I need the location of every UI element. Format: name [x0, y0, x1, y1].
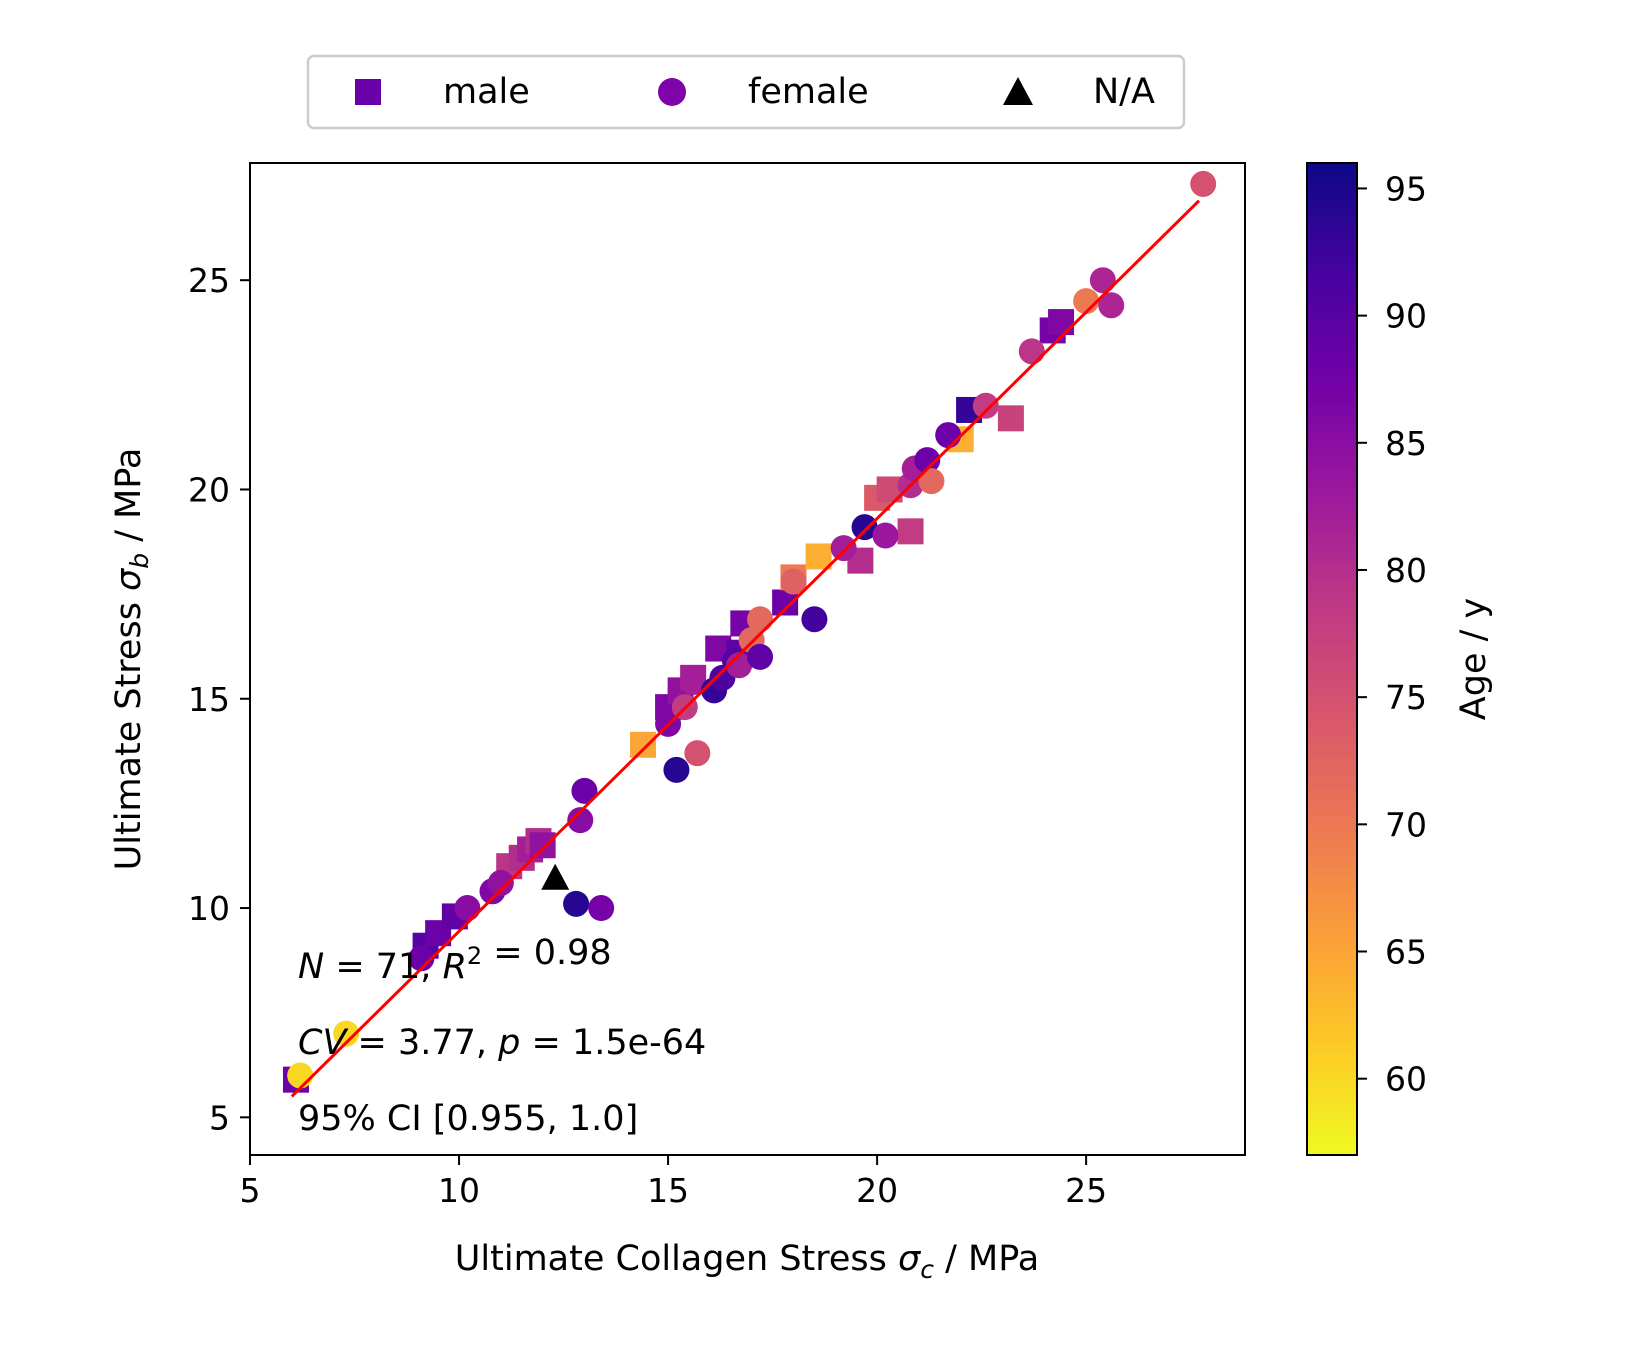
legend-label-male: male	[443, 72, 530, 112]
point-female	[914, 447, 941, 474]
colorbar-tick-label: 90	[1385, 297, 1427, 336]
point-male	[805, 543, 832, 570]
legend-label-female: female	[748, 72, 869, 112]
point-female	[830, 535, 857, 562]
point-female	[454, 895, 481, 922]
point-female	[1098, 292, 1125, 319]
annotation-n-r2: N = 71, R2 = 0.98	[298, 933, 612, 987]
legend-marker-male	[355, 79, 381, 105]
x-tick-label: 5	[240, 1171, 261, 1210]
point-female	[935, 422, 962, 449]
point-male	[1048, 309, 1075, 336]
point-female	[571, 777, 598, 804]
x-axis-label: Ultimate Collagen Stress σc / MPa	[455, 1239, 1039, 1284]
legend-marker-na	[1003, 77, 1033, 105]
point-female	[851, 514, 878, 541]
colorbar-tick-label: 75	[1385, 678, 1427, 717]
legend-label-na: N/A	[1093, 72, 1155, 112]
legend-frame	[306, 54, 1186, 130]
point-female	[801, 606, 828, 633]
y-axis: 5 10 15 20 25	[188, 261, 250, 1137]
fit-line	[290, 199, 1201, 1098]
point-female	[663, 756, 690, 783]
point-female	[726, 652, 753, 679]
annotation-ci: 95% CI [0.955, 1.0]	[298, 1099, 638, 1139]
point-female	[1190, 170, 1217, 197]
y-tick-label: 25	[188, 261, 230, 300]
annotation-cv-p: CV = 3.77, p = 1.5e-64	[298, 1023, 706, 1063]
x-tick-label: 25	[1065, 1171, 1107, 1210]
y-tick-label: 5	[209, 1098, 230, 1137]
point-female	[333, 1020, 360, 1047]
plot-frame	[249, 162, 1246, 1156]
y-tick-label: 20	[188, 470, 230, 509]
colorbar-tick-label: 70	[1385, 805, 1427, 844]
colorbar-tick-label: 80	[1385, 551, 1427, 590]
colorbar-gradient	[1306, 162, 1358, 1156]
colorbar-tick-label: 85	[1385, 424, 1427, 463]
point-male	[997, 405, 1024, 432]
point-female	[680, 669, 707, 696]
y-tick-label: 15	[188, 680, 230, 719]
y-axis-label: Ultimate Stress σb / MPa	[109, 448, 154, 871]
x-tick-label: 20	[856, 1171, 898, 1210]
colorbar-label: Age / y	[1454, 598, 1494, 720]
x-tick-label: 15	[647, 1171, 689, 1210]
colorbar-tick-label: 95	[1385, 169, 1427, 208]
data-marks	[282, 170, 1217, 1098]
point-female	[487, 869, 514, 896]
colorbar-tick-label: 60	[1385, 1060, 1427, 1099]
x-axis: 5 10 15 20 25	[240, 1155, 1107, 1210]
point-female	[1089, 267, 1116, 294]
point-female	[1018, 338, 1045, 365]
point-female	[747, 606, 774, 633]
legend-marker-female	[658, 78, 686, 106]
colorbar-tick-label: 65	[1385, 933, 1427, 972]
point-na	[541, 863, 570, 890]
point-male	[529, 832, 556, 859]
point-female	[780, 568, 807, 595]
colorbar-ticks: 60 65 70 75 80 85 90 95	[1357, 169, 1427, 1099]
colorbar: 60 65 70 75 80 85 90 95 Age / y	[1306, 162, 1494, 1156]
point-female	[408, 945, 435, 972]
point-female	[684, 740, 711, 767]
point-female	[872, 522, 899, 549]
legend: male female N/A	[306, 54, 1186, 130]
y-tick-label: 10	[188, 889, 230, 928]
point-female	[567, 807, 594, 834]
point-male	[897, 518, 924, 545]
point-female	[563, 890, 590, 917]
point-female	[588, 895, 615, 922]
point-male	[629, 731, 656, 758]
point-female	[972, 392, 999, 419]
point-female	[918, 468, 945, 495]
point-female	[287, 1062, 314, 1089]
point-female	[747, 643, 774, 670]
x-tick-label: 10	[438, 1171, 480, 1210]
